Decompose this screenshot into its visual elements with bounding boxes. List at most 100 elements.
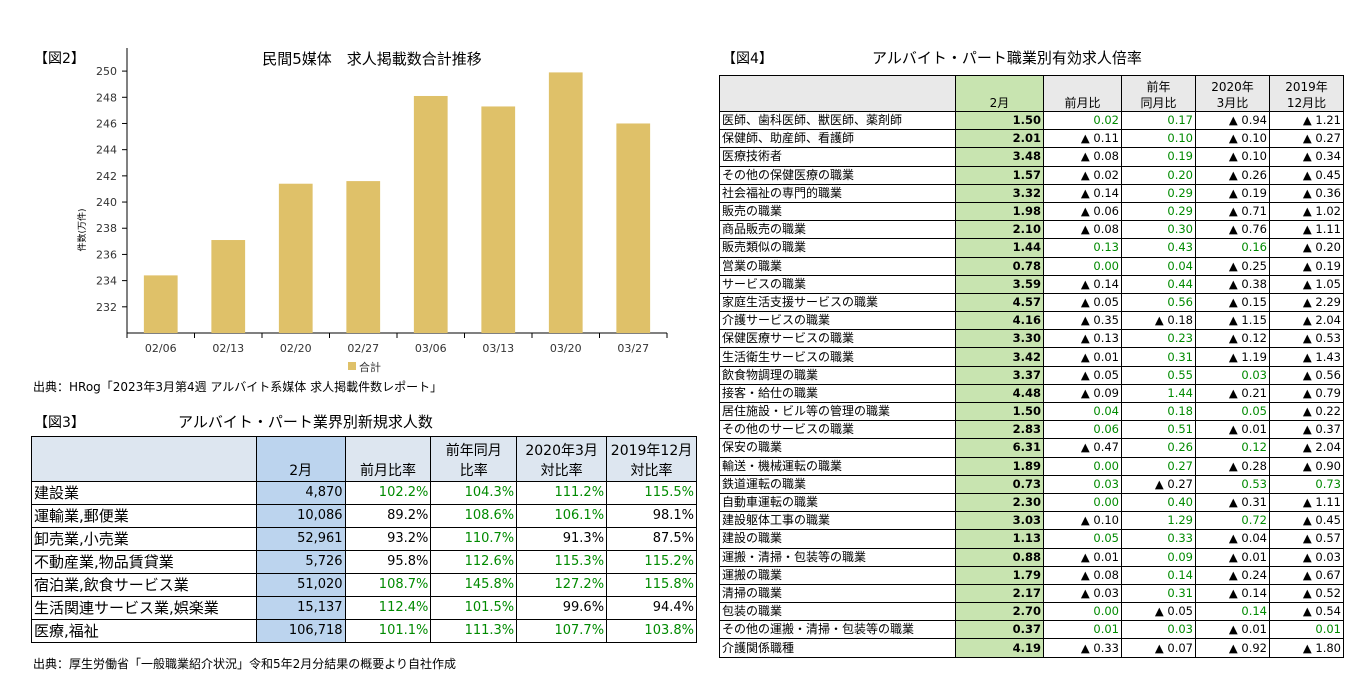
table-cell-y: 145.8% [430,573,518,597]
bar-03/13 [481,106,516,333]
table-cell-name: 自動車運転の職業 [719,492,956,513]
fig3-header-row: 2月 前月比率 前年同月 比率 2020年3月 対比率 2019年12月 対比率 [31,436,697,482]
table-cell-c20: ▲ 0.01 [1195,547,1270,567]
table-row: 宿泊業,飲食サービス業 51,020 108.7% 145.8% 127.2% 115.8… [31,573,697,597]
table-cell-y: 104.3% [430,481,518,505]
table-cell-y: ▲ 0.07 [1121,638,1196,658]
table-cell-y: 0.29 [1121,183,1196,203]
table-cell-c19: ▲ 0.56 [1269,365,1344,385]
table-cell-c19: ▲ 0.79 [1269,383,1344,404]
table-row: 運輸業,郵便業 10,086 89.2% 108.6% 106.1% 98.1% [31,504,697,528]
table-cell-name: 接客・給仕の職業 [719,383,956,404]
table-cell-y: ▲ 0.27 [1121,474,1196,494]
table-cell-c19: 115.8% [606,573,697,597]
table-cell-m: 0.01 [1043,620,1122,640]
table-cell-c19: ▲ 0.67 [1269,565,1344,585]
table-cell-cur: 1.44 [955,238,1044,258]
table-row: 運搬の職業 1.79 ▲ 0.08 0.14 ▲ 0.24 ▲ 0.67 [719,565,1344,585]
table-cell-name: 宿泊業,飲食サービス業 [31,573,257,597]
table-cell-c20: ▲ 0.25 [1195,256,1270,276]
table-cell-y: 0.55 [1121,365,1196,385]
table-cell-c20: 0.14 [1195,602,1270,622]
table-cell-c20: ▲ 0.76 [1195,220,1270,240]
table-cell-c20: ▲ 1.19 [1195,347,1270,367]
table-cell-y: 0.18 [1121,401,1196,422]
t4-header-3: 前年 同月比 [1121,75,1196,112]
table-cell-cur: 1.79 [955,565,1044,585]
table-cell-c19: 98.1% [606,504,697,528]
table-row: 保健師、助産師、看護師 2.01 ▲ 0.11 0.10 ▲ 0.10 ▲ 0.27 [719,129,1344,149]
table-cell-c19: ▲ 0.37 [1269,420,1344,440]
table-cell-m: 112.4% [344,596,432,620]
table-cell-name: 建設の職業 [719,529,956,549]
table-cell-cur: 51,020 [255,573,346,597]
t3-header-3: 前年同月 比率 [430,436,518,482]
table-cell-c20: ▲ 1.15 [1195,311,1270,331]
table-cell-c20: 106.1% [516,504,608,528]
table-row: 営業の職業 0.78 0.00 0.04 ▲ 0.25 ▲ 0.19 [719,256,1344,276]
t3-header-1: 2月 [255,436,346,482]
table-cell-cur: 4,870 [255,481,346,505]
table-cell-y: 0.43 [1121,238,1196,258]
table-cell-y: 0.30 [1121,220,1196,240]
table-cell-c20: ▲ 0.92 [1195,638,1270,658]
table-cell-c19: ▲ 1.05 [1269,274,1344,294]
table-cell-cur: 3.48 [955,147,1044,167]
table-cell-c20: 0.53 [1195,474,1270,494]
legend-swatch [348,362,356,370]
table-cell-name: 保健医療サービスの職業 [719,329,956,349]
table-cell-name: 輸送・機械運転の職業 [719,456,956,476]
table-cell-cur: 1.13 [955,529,1044,549]
table-cell-m: 0.05 [1043,529,1122,549]
table-cell-c20: 0.12 [1195,438,1270,458]
table-cell-name: 医師、歯科医師、獣医師、薬剤師 [719,110,956,131]
table-cell-y: 0.33 [1121,529,1196,549]
table-cell-name: 運搬・清掃・包装等の職業 [719,547,956,567]
bar-02/13 [211,240,246,333]
table-cell-m: ▲ 0.05 [1043,292,1122,313]
table-cell-m: ▲ 0.47 [1043,438,1122,458]
table-cell-cur: 3.03 [955,511,1044,531]
table-cell-c20: ▲ 0.01 [1195,620,1270,640]
table-row: 保健医療サービスの職業 3.30 ▲ 0.13 0.23 ▲ 0.12 ▲ 0.53 [719,329,1344,349]
table-row: 保安の職業 6.31 ▲ 0.47 0.26 0.12 ▲ 2.04 [719,438,1344,458]
table-cell-y: 110.7% [430,527,518,551]
table-cell-c20: ▲ 0.21 [1195,383,1270,404]
table-cell-c19: 0.01 [1269,620,1344,640]
table-cell-name: サービスの職業 [719,274,956,294]
table-cell-y: 0.29 [1121,201,1196,222]
table-cell-y: 1.29 [1121,511,1196,531]
table-row: サービスの職業 3.59 ▲ 0.14 0.44 ▲ 0.38 ▲ 1.05 [719,274,1344,294]
fig3-source: 出典：厚生労働省「一般職業紹介状況」令和5年2月分結果の概要より自社作成 [33,657,457,671]
table-cell-c20: 99.6% [516,596,608,620]
y-tick-label: 240 [96,196,117,209]
y-tick-label: 246 [96,117,117,130]
table-row: その他のサービスの職業 2.83 0.06 0.51 ▲ 0.01 ▲ 0.37 [719,420,1344,440]
t4-header-2: 前月比 [1043,75,1122,112]
table-row: 鉄道運転の職業 0.73 0.03 ▲ 0.27 0.53 0.73 [719,474,1344,494]
table-cell-c20: ▲ 0.19 [1195,183,1270,203]
table-row: 建設の職業 1.13 0.05 0.33 ▲ 0.04 ▲ 0.57 [719,529,1344,549]
table-cell-m: 102.2% [344,481,432,505]
table-row: 生活関連サービス業,娯楽業 15,137 112.4% 101.5% 99.6% 94.4… [31,596,697,620]
table-cell-y: 112.6% [430,550,518,574]
table-cell-m: ▲ 0.01 [1043,347,1122,367]
table-cell-cur: 4.48 [955,383,1044,404]
table-cell-m: 95.8% [344,550,432,574]
table-cell-name: 営業の職業 [719,256,956,276]
t3-header-2: 前月比率 [344,436,432,482]
table-cell-y: 108.6% [430,504,518,528]
table-row: 介護関係職種 4.19 ▲ 0.33 ▲ 0.07 ▲ 0.92 ▲ 1.80 [719,638,1344,658]
table-cell-m: 0.00 [1043,492,1122,513]
table-row: 医師、歯科医師、獣医師、薬剤師 1.50 0.02 0.17 ▲ 0.94 ▲ 1.21 [719,110,1344,131]
fig2-bar-chart: 民間5媒体 求人掲載数合計推移 件数(万件) 02/06 02/13 02/20 02… [76,48,668,374]
table-cell-cur: 3.42 [955,347,1044,367]
y-tick-label: 238 [96,222,117,235]
table-cell-y: 0.10 [1121,129,1196,149]
table-cell-name: 卸売業,小売業 [31,527,257,551]
y-tick-label: 244 [96,144,117,157]
table-row: 自動車運転の職業 2.30 0.00 0.40 ▲ 0.31 ▲ 1.11 [719,492,1344,513]
table-cell-c19: ▲ 0.36 [1269,183,1344,203]
table-cell-c19: ▲ 0.03 [1269,547,1344,567]
table-cell-name: 保健師、助産師、看護師 [719,129,956,149]
